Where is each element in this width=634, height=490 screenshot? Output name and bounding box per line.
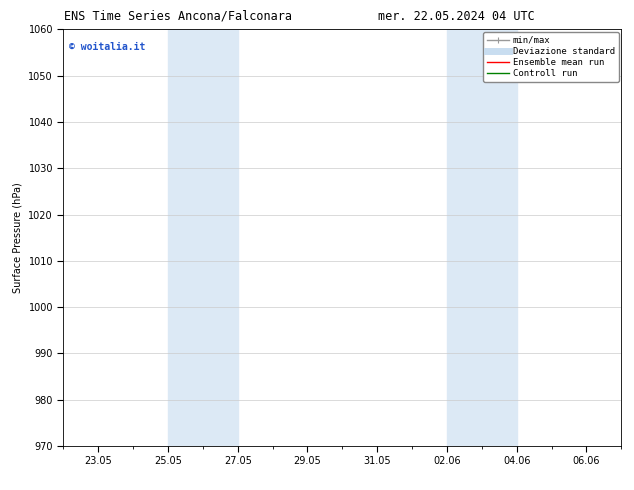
Text: © woitalia.it: © woitalia.it (69, 42, 145, 52)
Legend: min/max, Deviazione standard, Ensemble mean run, Controll run: min/max, Deviazione standard, Ensemble m… (483, 32, 619, 82)
Bar (168, 29, 238, 446)
Y-axis label: Surface Pressure (hPa): Surface Pressure (hPa) (13, 182, 23, 293)
Text: mer. 22.05.2024 04 UTC: mer. 22.05.2024 04 UTC (378, 10, 535, 23)
Bar (447, 29, 517, 446)
Text: ENS Time Series Ancona/Falconara: ENS Time Series Ancona/Falconara (63, 10, 292, 23)
